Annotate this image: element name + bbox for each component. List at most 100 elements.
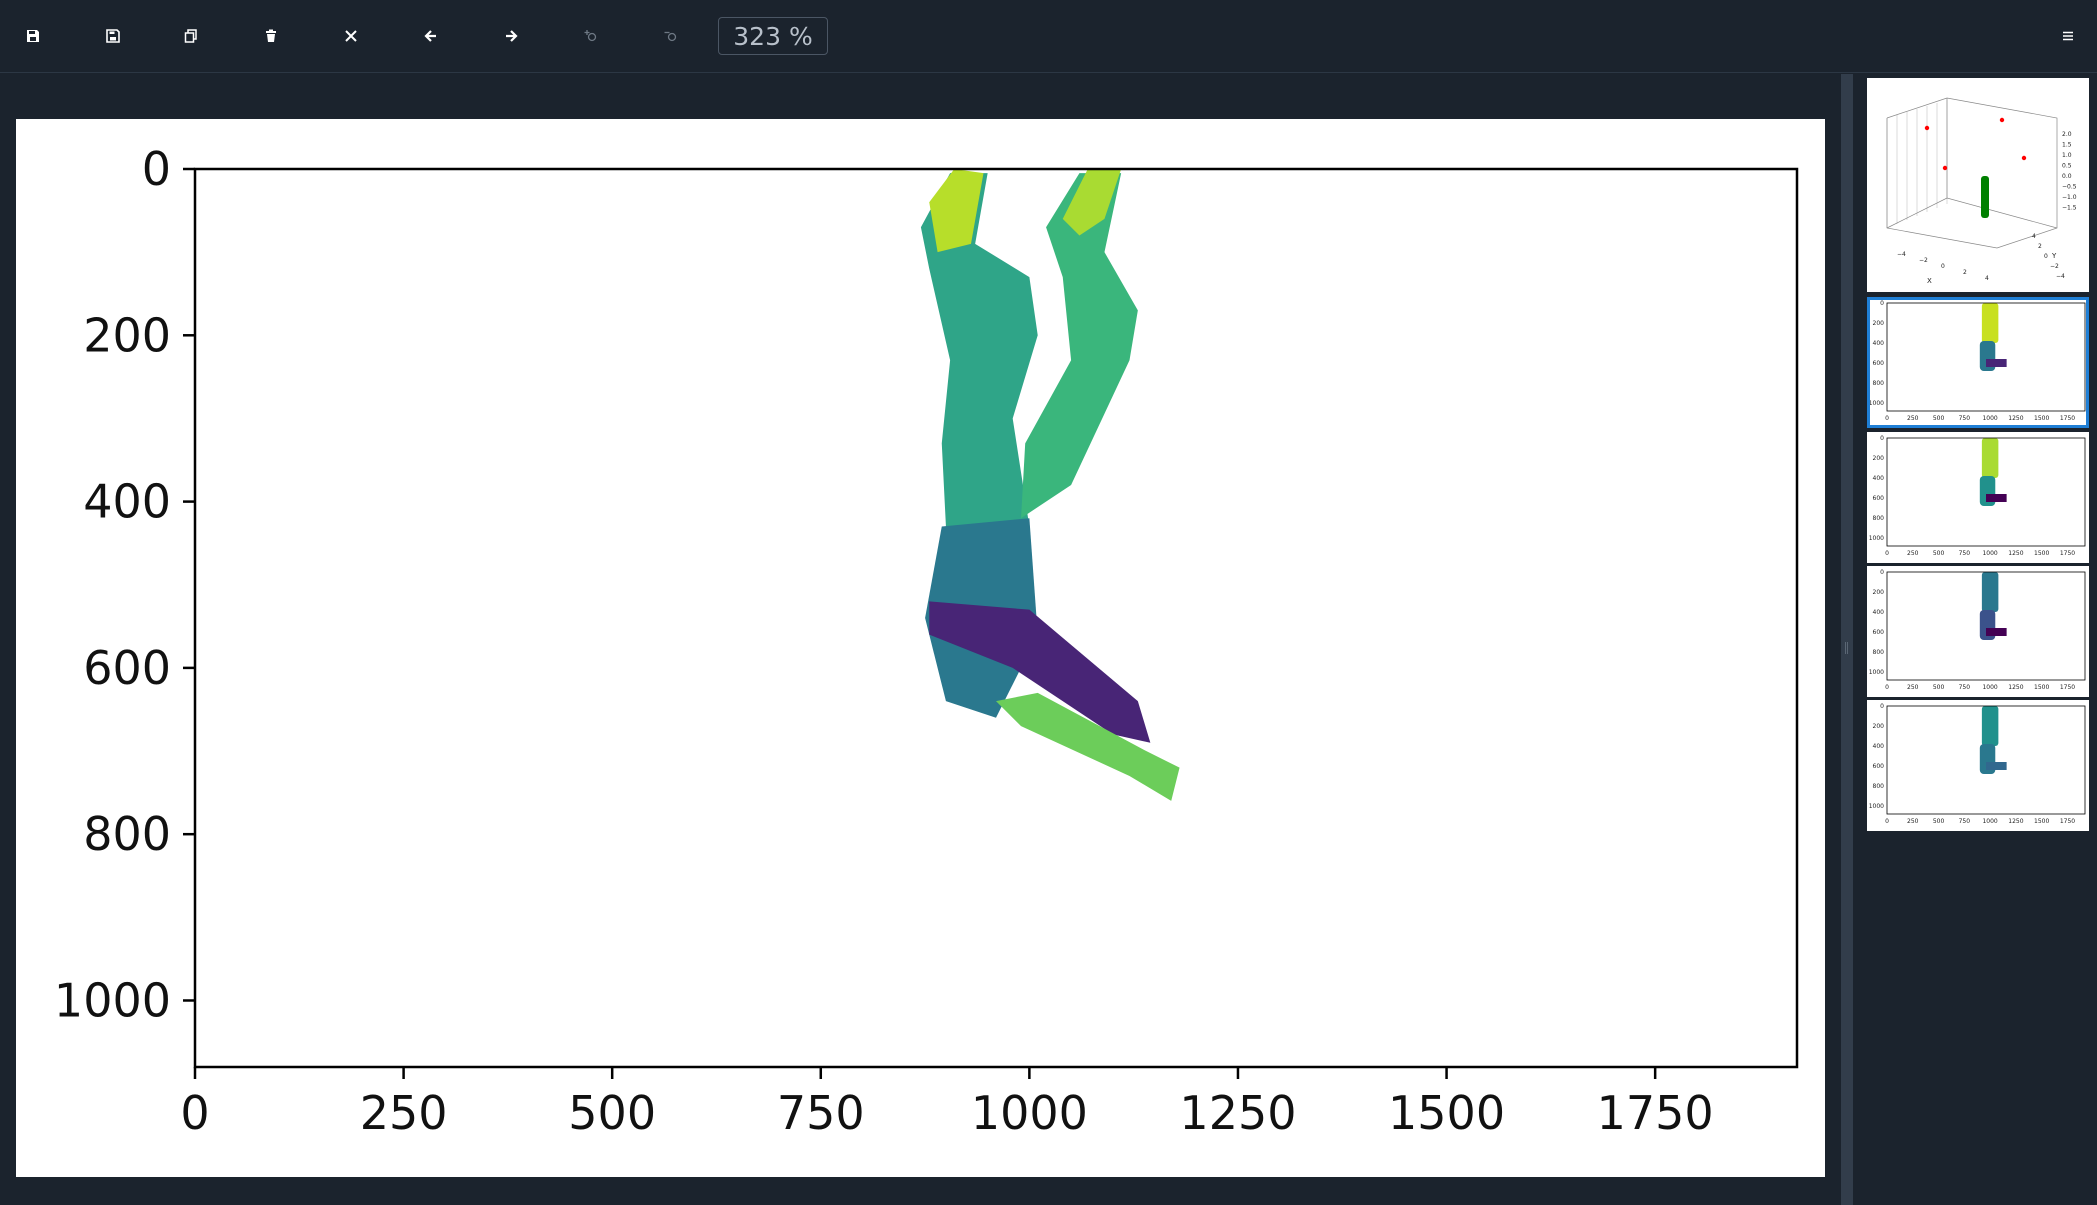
thumb-x-tick-label: 1750 <box>2060 818 2075 825</box>
thumb-x-tick-label: 1750 <box>2060 550 2075 557</box>
thumb-y-tick-label: 1000 <box>1869 535 1884 542</box>
thumb-x-tick-label: 0 <box>1885 415 1889 422</box>
thumb-legs <box>1981 303 1999 343</box>
thumb-x-tick-label: 750 <box>1959 818 1971 825</box>
thumb-axes-frame <box>1886 571 2086 681</box>
right-foot <box>1062 169 1122 236</box>
copy-icon[interactable] <box>173 18 209 54</box>
thumb-y-tick-label: 800 <box>1873 380 1885 387</box>
thumb-x-tick-label: 250 <box>1907 684 1919 691</box>
arm-left <box>929 601 1151 743</box>
y-axis-label-3d: Y <box>2051 252 2057 260</box>
cube-floor-edge <box>1886 197 2058 229</box>
toolbar: 323 % <box>0 0 2097 73</box>
panel-divider[interactable] <box>1841 74 1853 1205</box>
red-point <box>1942 165 1948 171</box>
arrow-left-icon[interactable] <box>413 18 449 54</box>
thumbnail-3d-scatter[interactable]: 2.0 1.5 1.0 0.5 0.0 −0.5 −1.0 −1.5 −4 −2 0 2 4 4 2 0 −2−… <box>1867 78 2089 292</box>
x-tick-label: 1750 <box>1597 1086 1714 1140</box>
red-point <box>1999 117 2005 123</box>
y-tick-label: 1000 <box>54 973 171 1027</box>
thumb-x-tick-label: 1250 <box>2008 818 2023 825</box>
thumb-x-tick-label: 0 <box>1885 550 1889 557</box>
image-canvas: 0 250 500 750 1000 1250 1500 1750 0 200 400 600 800 1… <box>16 119 1825 1177</box>
z-tick-label: 2.0 <box>2062 131 2072 138</box>
left-foot <box>929 169 984 253</box>
thumbnail-figure-4[interactable]: 0 250 500 750 1000 1250 1500 1750 0 200 400 600 800 1… <box>1867 700 2089 831</box>
thumbnail-sidebar: 2.0 1.5 1.0 0.5 0.0 −0.5 −1.0 −1.5 −4 −2 0 2 4 4 2 0 −2−… <box>1853 74 2097 1205</box>
x-tick-label: 750 <box>777 1086 865 1140</box>
left-leg <box>920 173 1038 577</box>
thumb-arm <box>1986 494 2007 502</box>
red-point <box>1924 125 1930 131</box>
thumb-arm <box>1986 359 2007 367</box>
image-viewer[interactable]: 0 250 500 750 1000 1250 1500 1750 0 200 400 600 800 1… <box>0 74 1841 1205</box>
thumb-arm <box>1986 628 2007 636</box>
thumb-x-tick-label: 1000 <box>1982 550 1997 557</box>
thumb-y-tick-label: 0 <box>1880 300 1884 307</box>
z-tick-label: 1.5 <box>2062 142 2072 149</box>
thumb-x-tick-label: 1250 <box>2008 550 2023 557</box>
thumbnail-figure-1[interactable]: 0 250 500 750 1000 1250 1500 1750 0 200 400 600 800 1… <box>1867 297 2089 428</box>
thumb-y-tick-label: 200 <box>1873 723 1885 730</box>
x-tick-label: 1250 <box>1179 1086 1296 1140</box>
y-tick-label: 600 <box>83 641 171 695</box>
delete-icon[interactable] <box>253 18 289 54</box>
hamburger-menu-icon[interactable] <box>2050 18 2086 54</box>
thumb-x-tick-label: 750 <box>1959 550 1971 557</box>
thumb-x-tick-label: 500 <box>1933 550 1945 557</box>
x-tick-label-3d: 0 <box>1941 263 1945 270</box>
y-tick-label-3d: 0 <box>2044 253 2048 260</box>
thumb-x-tick-label: 250 <box>1907 550 1919 557</box>
thumb-x-tick-label: 750 <box>1959 684 1971 691</box>
zoom-out-icon[interactable] <box>653 18 689 54</box>
x-tick-label-3d: 2 <box>1963 269 1967 276</box>
z-tick-label: 0.0 <box>2062 173 2072 180</box>
y-tick-label-3d: 4 <box>2032 233 2036 240</box>
y-tick-label: 200 <box>83 308 171 362</box>
thumb-x-tick-label: 250 <box>1907 415 1919 422</box>
zoom-level-display[interactable]: 323 % <box>718 17 828 55</box>
save-icon[interactable] <box>15 18 51 54</box>
thumb-x-tick-label: 250 <box>1907 818 1919 825</box>
thumb-y-tick-label: 0 <box>1880 435 1884 442</box>
thumb-y-tick-label: 600 <box>1873 360 1885 367</box>
thumb-y-tick-label: 200 <box>1873 455 1885 462</box>
green-body-points <box>1981 176 1989 218</box>
thumb-y-tick-label: 1000 <box>1869 400 1884 407</box>
x-tick-label: 0 <box>180 1086 209 1140</box>
zoom-in-icon[interactable] <box>573 18 609 54</box>
close-icon[interactable] <box>333 18 369 54</box>
thumb-x-tick-label: 500 <box>1933 415 1945 422</box>
thumbnail-figure-3[interactable]: 0 250 500 750 1000 1250 1500 1750 0 200 400 600 800 1… <box>1867 566 2089 697</box>
x-tick-label-3d: 4 <box>1985 275 1989 282</box>
thumb-x-tick-label: 750 <box>1959 415 1971 422</box>
z-tick-label: 0.5 <box>2062 163 2072 170</box>
thumb-x-tick-label: 1750 <box>2060 684 2075 691</box>
thumb-y-tick-label: 800 <box>1873 649 1885 656</box>
thumb-y-tick-label: 0 <box>1880 703 1884 710</box>
thumb-x-tick-label: 1500 <box>2034 415 2049 422</box>
thumb-x-tick-label: 1250 <box>2008 415 2023 422</box>
thumb-x-tick-label: 1500 <box>2034 818 2049 825</box>
thumb-y-tick-label: 600 <box>1873 629 1885 636</box>
thumb-y-tick-label: 200 <box>1873 589 1885 596</box>
thumb-arm <box>1986 762 2007 770</box>
thumb-y-tick-label: 400 <box>1873 609 1885 616</box>
y-tick-label-3d: −4 <box>2056 273 2065 280</box>
y-tick-label: 800 <box>83 807 171 861</box>
arm-right <box>996 692 1180 801</box>
x-tick-label: 1500 <box>1388 1086 1505 1140</box>
thumb-axes-frame <box>1886 437 2086 547</box>
arrow-right-icon[interactable] <box>493 18 529 54</box>
thumb-y-tick-label: 1000 <box>1869 669 1884 676</box>
thumbnail-figure-2[interactable]: 0 250 500 750 1000 1250 1500 1750 0 200 400 600 800 1… <box>1867 432 2089 563</box>
divider-grip[interactable] <box>1845 642 1848 654</box>
thumb-axes-frame <box>1886 705 2086 815</box>
thumb-y-tick-label: 1000 <box>1869 803 1884 810</box>
thumb-x-tick-label: 1000 <box>1982 684 1997 691</box>
x-tick-label-3d: −2 <box>1919 257 1928 264</box>
thumb-x-tick-label: 1500 <box>2034 550 2049 557</box>
thumb-y-tick-label: 0 <box>1880 569 1884 576</box>
save-as-icon[interactable] <box>95 18 131 54</box>
